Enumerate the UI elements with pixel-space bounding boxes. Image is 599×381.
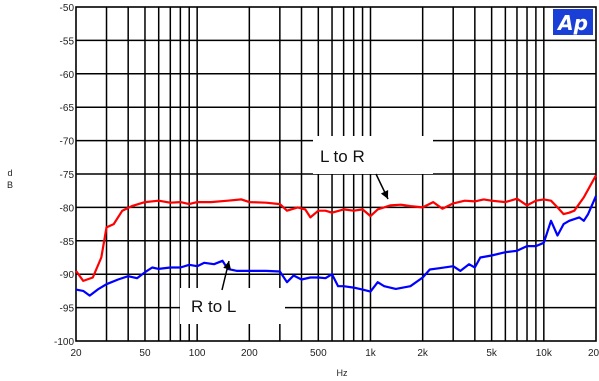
- y-tick-labels: -50 -55 -60 -65 -70 -75 -80 -85 -90 -95 -100: [54, 3, 74, 348]
- grid: [75, 6, 597, 342]
- y-tick-label: -70: [60, 137, 75, 148]
- annotation-label: R to L: [191, 297, 236, 316]
- x-tick-label: 5k: [486, 348, 498, 359]
- x-tick-label: 20k: [588, 348, 599, 359]
- y-tick-label: -75: [60, 170, 75, 181]
- y-tick-label: -80: [60, 203, 75, 214]
- y-tick-label: -85: [60, 237, 75, 248]
- x-tick-label: 50: [139, 348, 151, 359]
- series-line-r-to-l: [75, 195, 598, 297]
- annotation-arrowhead: [223, 261, 232, 270]
- x-tick-label: 200: [241, 348, 258, 359]
- x-axis-label: Hz: [337, 368, 348, 378]
- annotation-box: [313, 136, 433, 174]
- y-tick-label: -55: [60, 36, 75, 47]
- logo-text: Ap: [556, 11, 588, 35]
- ap-logo: Ap: [553, 9, 593, 35]
- series-lines: [75, 174, 598, 297]
- y-tick-label: -65: [60, 103, 75, 114]
- annotation-label: L to R: [320, 147, 365, 166]
- x-tick-label: 100: [189, 348, 206, 359]
- x-tick-label: 2k: [417, 348, 429, 359]
- logo-badge: [553, 9, 593, 35]
- y-tick-label: -100: [54, 337, 74, 348]
- y-tick-label: -60: [60, 70, 75, 81]
- annotation-box: [180, 288, 285, 324]
- x-tick-label: 20: [70, 348, 82, 359]
- annotation-arrowhead: [380, 190, 389, 199]
- x-tick-label: 1k: [365, 348, 377, 359]
- y-tick-label: -95: [60, 304, 75, 315]
- x-tick-labels: 20 50 100 200 500 1k 2k 5k 10k 20k: [70, 348, 599, 359]
- x-tick-label: 500: [310, 348, 327, 359]
- y-tick-label: -90: [60, 270, 75, 281]
- y-tick-label: -50: [60, 3, 75, 14]
- series-line-l-to-r: [75, 174, 597, 282]
- x-tick-label: 10k: [536, 348, 553, 359]
- annotations: L to R R to L: [180, 136, 433, 324]
